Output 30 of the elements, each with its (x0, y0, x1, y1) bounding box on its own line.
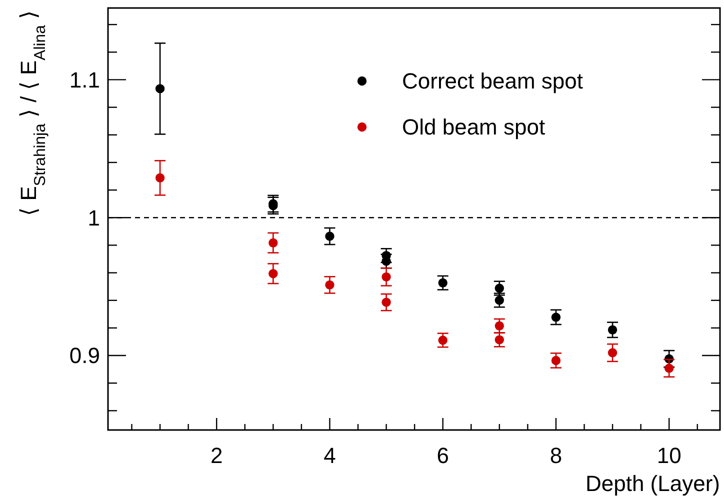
point (155, 173, 165, 182)
point (494, 296, 504, 305)
point (325, 280, 334, 290)
point (438, 278, 448, 288)
point (268, 238, 278, 248)
y-tick-label: 1.1 (69, 67, 100, 92)
point (551, 356, 561, 366)
x-tick-label: 2 (210, 443, 223, 468)
y-tick-label: 0.9 (69, 343, 100, 368)
point (382, 298, 391, 307)
x-tick-label: 10 (656, 443, 682, 468)
point (382, 272, 391, 282)
point (438, 336, 448, 345)
x-axis-title: Depth (Layer) (585, 471, 720, 496)
point (494, 284, 504, 293)
legend-label: Old beam spot (402, 114, 546, 140)
point (155, 84, 165, 94)
point (551, 312, 561, 322)
x-tick-label: 8 (550, 443, 562, 468)
point (325, 232, 334, 241)
point (664, 364, 674, 373)
point (608, 348, 618, 358)
point (494, 335, 504, 344)
point (268, 269, 278, 278)
y-tick-label: 1 (88, 205, 100, 230)
point (608, 325, 618, 334)
x-tick-label: 6 (436, 443, 449, 468)
legend-label: Correct beam spot (402, 68, 583, 94)
point (494, 321, 504, 330)
x-tick-label: 4 (324, 443, 336, 468)
